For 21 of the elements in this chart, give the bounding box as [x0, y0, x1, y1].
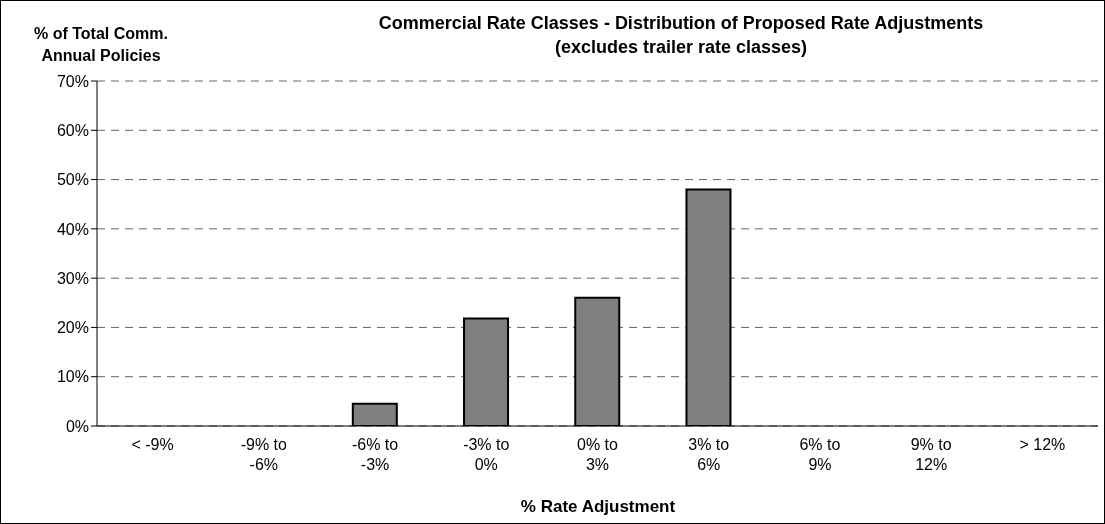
- x-tick-label: 9% to 12%: [910, 436, 952, 473]
- y-axis-title: % of Total Comm. Annual Policies: [33, 24, 169, 66]
- y-tick-label: 0%: [65, 417, 89, 435]
- y-tick-label: 10%: [56, 368, 89, 386]
- x-tick-label: > 12%: [1019, 436, 1066, 453]
- x-axis-title: % Rate Adjustment: [519, 497, 677, 517]
- y-tick-label: 40%: [56, 220, 89, 238]
- chart-subtitle: (excludes trailer rate classes): [553, 36, 809, 59]
- x-tick-label: 0% to 3%: [577, 436, 619, 473]
- y-tick-label: 60%: [56, 121, 89, 139]
- x-tick-label: -9% to -6%: [240, 436, 288, 473]
- x-tick-label: -6% to -3%: [351, 436, 399, 473]
- chart-title: Commercial Rate Classes - Distribution of Proposed Rate Adjustments: [377, 12, 985, 35]
- x-tick-label: 6% to 9%: [799, 436, 841, 473]
- x-tick-label: 3% to 6%: [688, 436, 730, 473]
- x-tick-label: < -9%: [131, 436, 174, 453]
- y-tick-label: 30%: [56, 269, 89, 287]
- x-tick-label: -3% to 0%: [463, 436, 510, 473]
- y-tick-label: 50%: [56, 171, 89, 189]
- y-tick-label: 20%: [56, 319, 89, 337]
- y-tick-label: 70%: [56, 72, 89, 90]
